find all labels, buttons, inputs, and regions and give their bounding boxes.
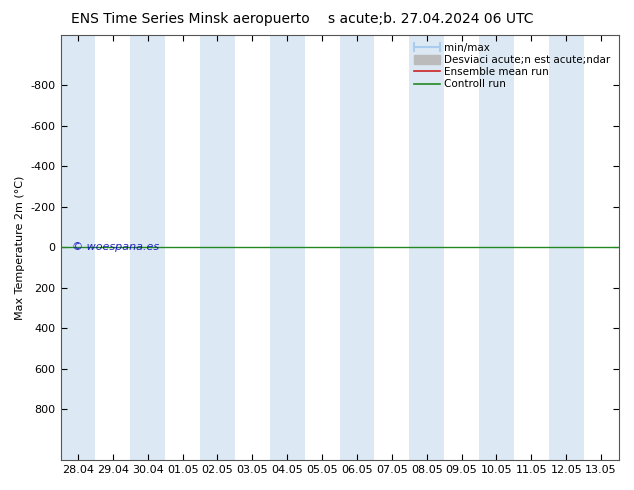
Text: © woespana.es: © woespana.es	[72, 243, 159, 252]
Bar	[410, 35, 444, 460]
Bar	[549, 35, 584, 460]
Bar	[340, 35, 375, 460]
Bar	[60, 35, 95, 460]
Bar	[270, 35, 305, 460]
Text: ENS Time Series Minsk aeropuerto: ENS Time Series Minsk aeropuerto	[71, 12, 309, 26]
Legend: min/max, Desviaci acute;n est acute;ndar, Ensemble mean run, Controll run: min/max, Desviaci acute;n est acute;ndar…	[411, 40, 613, 92]
Bar	[200, 35, 235, 460]
Text: s acute;b. 27.04.2024 06 UTC: s acute;b. 27.04.2024 06 UTC	[328, 12, 534, 26]
Y-axis label: Max Temperature 2m (°C): Max Temperature 2m (°C)	[15, 175, 25, 319]
Bar	[479, 35, 514, 460]
Bar	[131, 35, 165, 460]
